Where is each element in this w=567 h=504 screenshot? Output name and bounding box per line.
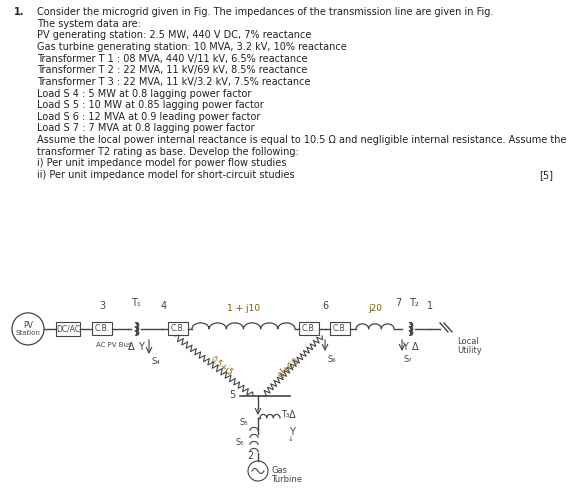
Text: [5]: [5] — [539, 170, 553, 180]
Text: Local: Local — [457, 337, 479, 346]
Text: PV generating station: 2.5 MW, 440 V DC, 7% reactance: PV generating station: 2.5 MW, 440 V DC,… — [37, 30, 311, 40]
Text: Utility: Utility — [457, 346, 482, 355]
Text: S₇: S₇ — [404, 355, 413, 364]
Text: Y: Y — [138, 342, 144, 352]
Text: S₅: S₅ — [235, 438, 244, 448]
Text: The system data are:: The system data are: — [37, 19, 141, 29]
FancyBboxPatch shape — [168, 323, 188, 335]
Text: Turbine: Turbine — [271, 475, 302, 484]
Text: 1: 1 — [427, 301, 433, 311]
Text: PV: PV — [23, 322, 33, 331]
Text: Y: Y — [402, 342, 408, 352]
Text: 5: 5 — [229, 390, 235, 400]
Text: C.B.: C.B. — [171, 325, 185, 334]
FancyBboxPatch shape — [56, 322, 80, 336]
Text: S₆: S₆ — [327, 355, 336, 364]
Text: 0.5+j5: 0.5+j5 — [208, 354, 234, 377]
Text: Transformer T 1 : 08 MVA, 440 V/11 kV, 6.5% reactance: Transformer T 1 : 08 MVA, 440 V/11 kV, 6… — [37, 54, 307, 64]
Text: Load S 5 : 10 MW at 0.85 lagging power factor: Load S 5 : 10 MW at 0.85 lagging power f… — [37, 100, 264, 110]
Text: 6: 6 — [322, 301, 328, 311]
Text: Transformer T 3 : 22 MVA, 11 kV/3.2 kV, 7.5% reactance: Transformer T 3 : 22 MVA, 11 kV/3.2 kV, … — [37, 77, 310, 87]
Text: i) Per unit impedance model for power flow studies: i) Per unit impedance model for power fl… — [37, 158, 286, 168]
Text: Transformer T 2 : 22 MVA, 11 kV/69 kV, 8.5% reactance: Transformer T 2 : 22 MVA, 11 kV/69 kV, 8… — [37, 66, 307, 75]
Text: transformer T2 rating as base. Develop the following:: transformer T2 rating as base. Develop t… — [37, 147, 299, 157]
Text: S₅: S₅ — [239, 418, 248, 427]
Text: Δ: Δ — [128, 342, 134, 352]
Text: 7: 7 — [395, 298, 401, 308]
Text: ii) Per unit impedance model for short-circuit studies: ii) Per unit impedance model for short-c… — [37, 170, 294, 180]
Text: Y: Y — [289, 427, 295, 437]
Text: Station: Station — [15, 330, 40, 336]
Text: Gas: Gas — [271, 467, 287, 475]
Text: Δ: Δ — [289, 410, 295, 420]
Text: T₃: T₃ — [281, 410, 289, 419]
Text: Load S 6 : 12 MVA at 0.9 leading power factor: Load S 6 : 12 MVA at 0.9 leading power f… — [37, 112, 260, 122]
Text: Load S 7 : 7 MVA at 0.8 lagging power factor: Load S 7 : 7 MVA at 0.8 lagging power fa… — [37, 123, 255, 134]
Text: Assume the local power internal reactance is equal to 10.5 Ω and negligible inte: Assume the local power internal reactanc… — [37, 135, 566, 145]
FancyBboxPatch shape — [330, 323, 350, 335]
Text: C.B.: C.B. — [95, 325, 109, 334]
Text: 1 + j10: 1 + j10 — [227, 304, 260, 313]
Text: 0.3+j6: 0.3+j6 — [273, 354, 298, 378]
Text: 2: 2 — [247, 451, 253, 461]
Text: Gas turbine generating station: 10 MVA, 3.2 kV, 10% reactance: Gas turbine generating station: 10 MVA, … — [37, 42, 346, 52]
Text: T₂: T₂ — [409, 298, 419, 308]
Text: 4: 4 — [161, 301, 167, 311]
FancyBboxPatch shape — [299, 323, 319, 335]
Text: AC PV Bus: AC PV Bus — [96, 342, 132, 348]
FancyBboxPatch shape — [92, 323, 112, 335]
Text: Load S 4 : 5 MW at 0.8 lagging power factor: Load S 4 : 5 MW at 0.8 lagging power fac… — [37, 89, 251, 99]
Text: 3: 3 — [99, 301, 105, 311]
Text: S₄: S₄ — [151, 357, 160, 366]
Text: Consider the microgrid given in Fig. The impedances of the transmission line are: Consider the microgrid given in Fig. The… — [37, 7, 493, 17]
Text: T₁: T₁ — [131, 298, 141, 308]
Text: ↓: ↓ — [288, 436, 294, 442]
Text: 1.: 1. — [14, 7, 25, 17]
Text: C.B.: C.B. — [332, 325, 348, 334]
Text: Δ: Δ — [412, 342, 418, 352]
Text: j20: j20 — [368, 304, 382, 313]
Text: DC/AC: DC/AC — [56, 325, 80, 334]
Text: C.B.: C.B. — [302, 325, 316, 334]
